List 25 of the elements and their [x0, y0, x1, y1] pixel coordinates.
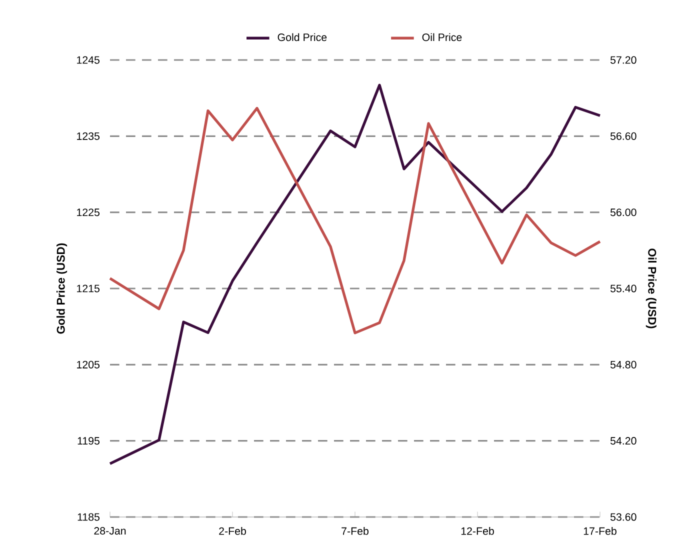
- y2-tick-label: 55.40: [610, 284, 636, 292]
- y-tick-label: 1215: [77, 284, 100, 292]
- line-series: [108, 84, 602, 466]
- line-series: [108, 106, 602, 334]
- y2-tick-label: 53.60: [610, 513, 636, 521]
- y-tick-label: 1245: [77, 56, 100, 64]
- y-tick-label: 1235: [77, 132, 100, 140]
- x-tick-label: 28-Jan: [94, 527, 126, 535]
- y2-tick-label: 54.80: [610, 360, 636, 368]
- x-tick-label: 12-Feb: [461, 527, 494, 535]
- y-tick-label: 1205: [77, 360, 100, 368]
- y2-tick-label: 56.00: [610, 208, 636, 216]
- x-tick-label: 2-Feb: [219, 527, 246, 535]
- legend-label: Gold Price: [278, 33, 327, 42]
- y-tick-label: 1225: [77, 208, 100, 216]
- y-axis-title: Gold Price (USD): [56, 243, 68, 334]
- y2-axis-title: Oil Price (USD): [646, 248, 656, 328]
- y-tick-label: 1195: [78, 437, 100, 445]
- legend-label: Oil Price: [422, 33, 462, 42]
- x-tick-label: 7-Feb: [342, 527, 368, 535]
- y2-tick-label: 54.20: [610, 437, 636, 445]
- y2-tick-label: 57.20: [610, 56, 636, 64]
- y2-tick-label: 56.60: [610, 132, 636, 140]
- y-tick-label: 1185: [78, 513, 100, 521]
- x-tick-label: 17-Feb: [584, 527, 616, 535]
